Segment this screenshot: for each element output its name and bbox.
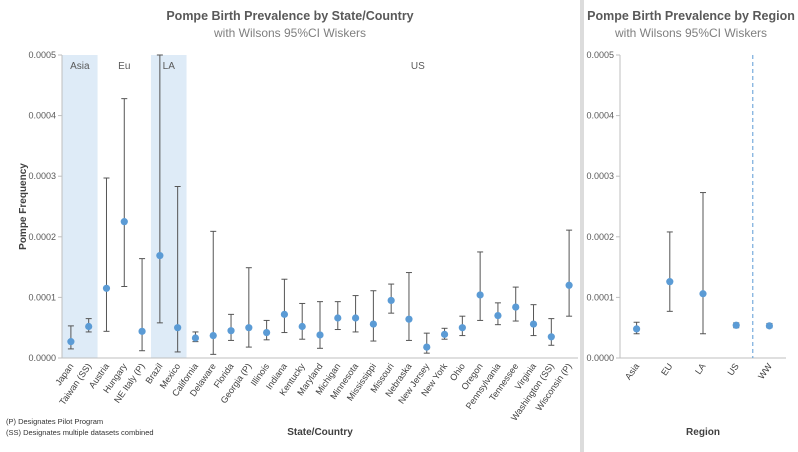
y-tick-label: 0.0000 (586, 353, 614, 363)
data-point (423, 343, 431, 351)
y-tick-label: 0.0001 (586, 292, 614, 302)
data-point (263, 328, 271, 337)
region-label-eu: Eu (118, 61, 130, 72)
y-tick-label: 0.0000 (28, 353, 56, 363)
x-tick-label: Asia (623, 361, 641, 381)
data-point (316, 331, 324, 339)
data-point (494, 311, 502, 320)
x-axis-title: Region (686, 427, 720, 438)
data-point (440, 330, 449, 338)
data-point (351, 314, 360, 322)
x-tick-label: WW (756, 361, 774, 381)
region-chart-panel: Pompe Birth Prevalence by Region with Wi… (584, 0, 798, 452)
data-point (102, 284, 111, 292)
data-point (369, 320, 377, 328)
data-point (405, 315, 413, 323)
region-label-la: LA (163, 61, 176, 72)
data-point (458, 324, 466, 332)
data-point (156, 251, 164, 260)
data-point (191, 334, 200, 342)
data-point (547, 333, 555, 341)
y-tick-label: 0.0002 (586, 232, 614, 242)
region-label-us: US (411, 61, 425, 72)
x-tick-label: US (725, 361, 740, 377)
data-point (666, 278, 674, 286)
chart-title: Pompe Birth Prevalence by State/Country (166, 9, 414, 23)
data-point (633, 325, 641, 333)
y-axis-title: Pompe Frequency (18, 163, 29, 250)
data-point (512, 303, 520, 311)
data-point (298, 322, 306, 331)
data-point (120, 218, 128, 226)
y-tick-label: 0.0002 (28, 232, 56, 242)
data-point (476, 291, 484, 299)
data-point (174, 324, 182, 332)
region-label-asia: Asia (70, 61, 90, 72)
data-point (565, 281, 573, 289)
region-band-asia (62, 55, 98, 358)
y-tick-label: 0.0004 (586, 111, 614, 121)
x-axis-title: State/Country (287, 427, 353, 438)
data-point (245, 324, 253, 332)
y-tick-label: 0.0005 (28, 50, 56, 60)
y-tick-label: 0.0005 (586, 50, 614, 60)
y-tick-label: 0.0003 (586, 171, 614, 181)
data-point (209, 331, 217, 340)
data-point (67, 338, 75, 346)
region-plot: 0.0000 0.0001 0.0002 0.0003 0.0004 0.0005 Asia… (586, 50, 786, 438)
footnote-pilot: (P) Designates Pilot Program (6, 417, 104, 426)
data-point (529, 320, 538, 328)
x-tick-label: LA (693, 361, 708, 376)
data-point (732, 321, 740, 329)
data-point (227, 327, 235, 335)
region-chart-subtitle: with Wilsons 95%CI Wiskers (614, 26, 768, 40)
footnote-multiple: (SS) Designates multiple datasets combin… (6, 428, 154, 437)
y-tick-label: 0.0003 (28, 171, 56, 181)
region-band-la (150, 55, 187, 358)
state-country-plot: Asia Eu LA US 0.0000 0.0001 0.0002 0.0003 0.0004… (18, 50, 578, 438)
state-country-chart-panel: Pompe Birth Prevalence by State/Country … (0, 0, 580, 452)
y-tick-label: 0.0001 (28, 292, 56, 302)
data-point (765, 322, 773, 330)
data-point (334, 314, 342, 322)
data-point (85, 322, 93, 331)
data-point (699, 290, 707, 298)
data-point (138, 327, 146, 335)
data-point (280, 310, 289, 318)
x-tick-label: EU (659, 361, 674, 377)
region-chart-title: Pompe Birth Prevalence by Region (587, 9, 795, 23)
data-point (387, 296, 395, 305)
y-tick-label: 0.0004 (28, 111, 56, 121)
chart-subtitle: with Wilsons 95%CI Wiskers (213, 26, 367, 40)
